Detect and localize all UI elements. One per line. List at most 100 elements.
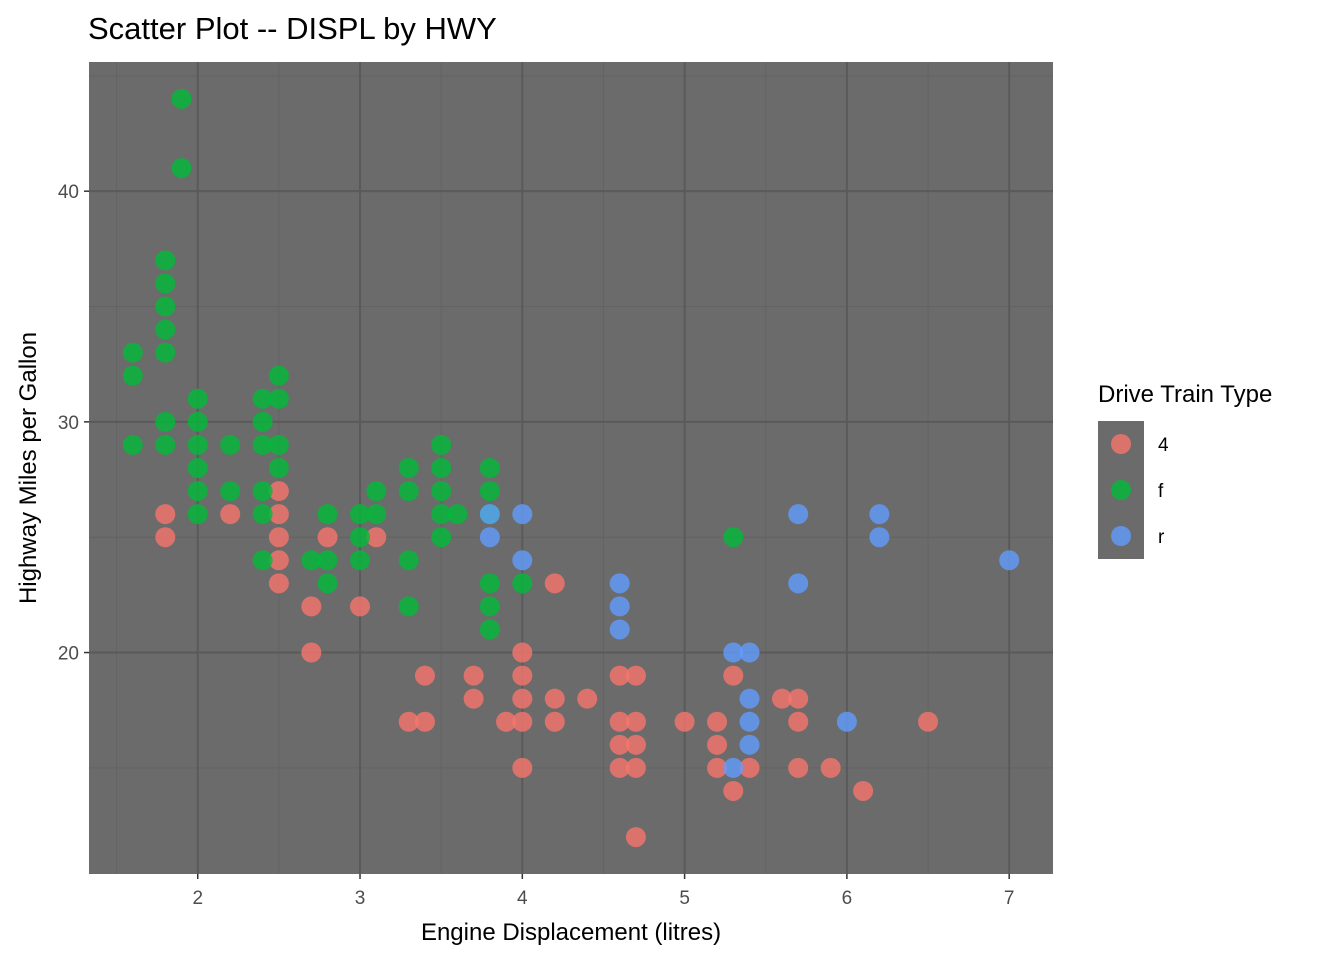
point-drive-4	[723, 780, 744, 801]
point-drive-4	[609, 711, 630, 732]
point-drive-f	[171, 88, 192, 109]
point-drive-r	[869, 504, 890, 525]
point-drive-4	[853, 780, 874, 801]
point-drive-4	[512, 757, 533, 778]
point-drive-r	[609, 619, 630, 640]
point-drive-f	[350, 504, 371, 525]
point-drive-4	[268, 504, 289, 525]
point-drive-4	[609, 734, 630, 755]
point-drive-4	[512, 665, 533, 686]
point-drive-f	[431, 504, 452, 525]
legend-point-r	[1111, 526, 1131, 546]
point-drive-4	[544, 573, 565, 594]
point-drive-f	[155, 296, 176, 317]
point-drive-f	[366, 504, 387, 525]
point-drive-f	[187, 481, 208, 502]
point-drive-f	[252, 411, 273, 432]
point-drive-f	[301, 550, 322, 571]
point-drive-4	[625, 665, 646, 686]
x-axis-title: Engine Displacement (litres)	[421, 919, 721, 946]
point-drive-4	[625, 734, 646, 755]
point-drive-r	[609, 596, 630, 617]
point-drive-4	[496, 711, 517, 732]
point-drive-4	[577, 688, 598, 709]
point-drive-4	[398, 711, 419, 732]
point-drive-f	[252, 434, 273, 455]
point-drive-f	[187, 388, 208, 409]
point-drive-4	[350, 596, 371, 617]
point-drive-4	[301, 596, 322, 617]
point-drive-f	[155, 411, 176, 432]
point-drive-f	[187, 458, 208, 478]
point-drive-4	[820, 757, 841, 778]
point-drive-f	[122, 365, 143, 386]
point-drive-f	[122, 434, 143, 455]
y-tick-label: 20	[58, 644, 79, 665]
point-drive-f	[479, 458, 500, 478]
point-drive-4	[788, 757, 809, 778]
point-drive-4	[366, 527, 387, 548]
point-drive-4	[463, 688, 484, 709]
point-drive-r	[723, 757, 744, 778]
point-drive-4	[625, 827, 646, 848]
point-drive-4	[707, 711, 728, 732]
point-drive-f	[431, 481, 452, 502]
point-drive-4	[317, 527, 338, 548]
gridlines	[89, 62, 1053, 874]
point-drive-f	[171, 158, 192, 179]
point-drive-f	[317, 550, 338, 571]
point-drive-r	[479, 504, 500, 525]
y-tick-label: 40	[58, 182, 79, 203]
point-drive-4	[301, 642, 322, 663]
point-drive-f	[252, 550, 273, 571]
point-drive-4	[268, 550, 289, 571]
x-tick-label: 7	[1004, 888, 1015, 909]
point-drive-f	[268, 458, 289, 478]
point-drive-r	[999, 550, 1020, 571]
point-drive-f	[155, 319, 176, 340]
point-drive-r	[869, 527, 890, 548]
point-drive-f	[350, 527, 371, 548]
plot-panel	[89, 62, 1053, 874]
point-drive-4	[268, 481, 289, 502]
legend-label-4: 4	[1158, 435, 1169, 456]
legend-point-4	[1111, 434, 1131, 454]
point-drive-f	[317, 573, 338, 594]
point-drive-4	[512, 688, 533, 709]
point-drive-4	[625, 711, 646, 732]
point-drive-f	[252, 388, 273, 409]
point-drive-f	[268, 388, 289, 409]
point-drive-4	[674, 711, 695, 732]
point-drive-f	[155, 434, 176, 455]
point-drive-r	[739, 688, 760, 709]
point-drive-f	[431, 527, 452, 548]
y-tick-label: 30	[58, 413, 79, 434]
point-drive-r	[723, 642, 744, 663]
legend-label-f: f	[1158, 481, 1164, 502]
data-points	[122, 88, 1020, 848]
point-drive-f	[447, 504, 468, 525]
point-drive-4	[707, 734, 728, 755]
point-drive-4	[544, 688, 565, 709]
point-drive-f	[723, 527, 744, 548]
legend: Drive Train Type 4 f r	[1098, 381, 1272, 559]
point-drive-r	[836, 711, 857, 732]
point-drive-r	[739, 711, 760, 732]
point-drive-4	[918, 711, 939, 732]
x-tick-label: 3	[355, 888, 366, 909]
point-drive-f	[431, 458, 452, 478]
point-drive-f	[220, 434, 241, 455]
point-drive-f	[187, 504, 208, 525]
x-tick-label: 4	[517, 888, 528, 909]
point-drive-r	[479, 527, 500, 548]
point-drive-4	[268, 527, 289, 548]
point-drive-f	[252, 504, 273, 525]
point-drive-r	[739, 642, 760, 663]
point-drive-4	[155, 504, 176, 525]
point-drive-f	[366, 481, 387, 502]
point-drive-4	[414, 711, 435, 732]
point-drive-4	[512, 711, 533, 732]
point-drive-r	[788, 573, 809, 594]
point-drive-f	[350, 550, 371, 571]
